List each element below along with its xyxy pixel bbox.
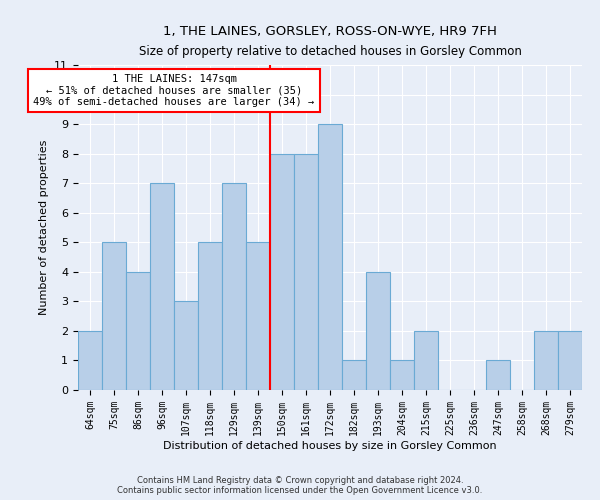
Bar [126, 272, 150, 390]
Text: Contains HM Land Registry data © Crown copyright and database right 2024.
Contai: Contains HM Land Registry data © Crown c… [118, 476, 482, 495]
Bar [558, 331, 582, 390]
Text: 1, THE LAINES, GORSLEY, ROSS-ON-WYE, HR9 7FH: 1, THE LAINES, GORSLEY, ROSS-ON-WYE, HR9… [163, 25, 497, 38]
Bar [294, 154, 318, 390]
Bar [270, 154, 294, 390]
Y-axis label: Number of detached properties: Number of detached properties [39, 140, 49, 315]
Bar [222, 183, 246, 390]
Bar [174, 302, 198, 390]
Bar [246, 242, 270, 390]
Bar [486, 360, 510, 390]
Bar [366, 272, 390, 390]
Bar [414, 331, 438, 390]
Bar [318, 124, 342, 390]
Bar [342, 360, 366, 390]
X-axis label: Distribution of detached houses by size in Gorsley Common: Distribution of detached houses by size … [163, 440, 497, 450]
Bar [150, 183, 174, 390]
Bar [198, 242, 222, 390]
Text: Size of property relative to detached houses in Gorsley Common: Size of property relative to detached ho… [139, 45, 521, 58]
Bar [78, 331, 102, 390]
Bar [102, 242, 126, 390]
Text: 1 THE LAINES: 147sqm
← 51% of detached houses are smaller (35)
49% of semi-detac: 1 THE LAINES: 147sqm ← 51% of detached h… [34, 74, 314, 107]
Bar [534, 331, 558, 390]
Bar [390, 360, 414, 390]
